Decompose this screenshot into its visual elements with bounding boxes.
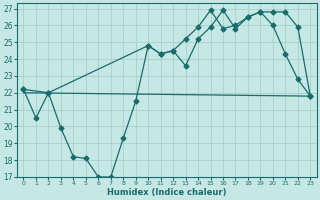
X-axis label: Humidex (Indice chaleur): Humidex (Indice chaleur) [107,188,227,197]
